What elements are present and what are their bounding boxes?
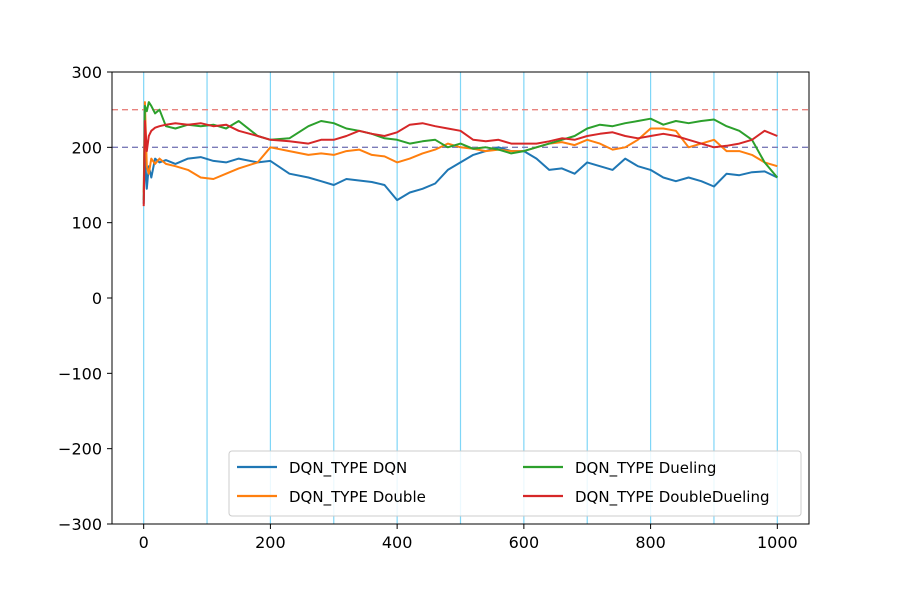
y-axis: −300 −200 −100 0 100 200 300: [58, 63, 112, 534]
y-tick-label: −300: [58, 515, 102, 534]
legend-label: DQN_TYPE DoubleDueling: [575, 488, 770, 507]
legend-label: DQN_TYPE Double: [289, 488, 426, 507]
y-tick-label: −100: [58, 364, 102, 383]
horizontal-reference-lines: [112, 109, 809, 148]
x-axis: 0 200 400 600 800 1000: [139, 524, 798, 552]
legend-label: DQN_TYPE DQN: [289, 459, 407, 478]
x-tick-label: 400: [382, 533, 413, 552]
series-line-dqn-type-double: [142, 101, 778, 193]
y-tick-label: 200: [71, 138, 102, 157]
x-tick-label: 800: [635, 533, 666, 552]
y-tick-label: 0: [92, 289, 102, 308]
y-tick-label: 300: [71, 63, 102, 82]
series-line-dqn-type-dqn: [142, 146, 778, 204]
series-line-dqn-type-doubledueling: [142, 120, 778, 207]
x-tick-label: 0: [139, 533, 149, 552]
x-tick-label: 200: [255, 533, 286, 552]
legend-box: [228, 450, 802, 517]
legend-label: DQN_TYPE Dueling: [575, 459, 716, 478]
y-tick-label: −200: [58, 440, 102, 459]
x-tick-label: 600: [509, 533, 540, 552]
legend: DQN_TYPE DQN DQN_TYPE Double DQN_TYPE Duel…: [228, 450, 802, 517]
series-layer: [142, 101, 779, 207]
x-tick-label: 1000: [757, 533, 798, 552]
y-tick-label: 100: [71, 214, 102, 233]
